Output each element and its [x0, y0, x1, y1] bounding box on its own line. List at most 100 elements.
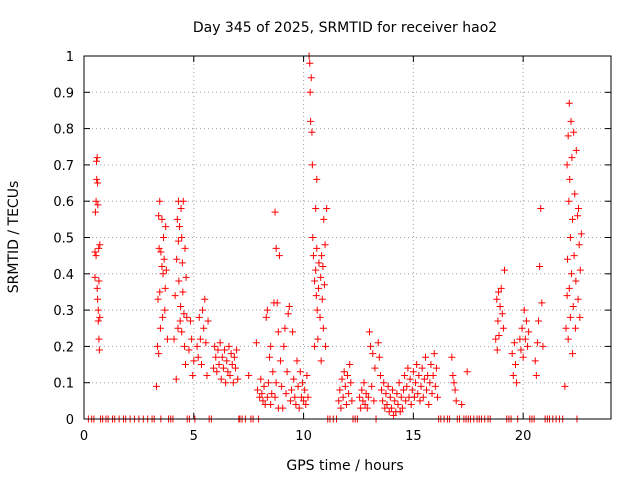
data-point: [160, 255, 168, 263]
data-point: [524, 342, 532, 350]
data-point: [340, 368, 348, 376]
data-point: [306, 59, 314, 67]
data-point: [162, 266, 170, 274]
data-point: [410, 393, 418, 401]
data-point: [158, 263, 166, 271]
data-point: [289, 328, 297, 336]
data-point: [519, 353, 527, 361]
data-point: [95, 244, 103, 252]
data-point: [379, 397, 387, 405]
data-point: [575, 204, 583, 212]
data-point: [561, 382, 569, 390]
data-point: [155, 212, 163, 220]
data-point: [263, 393, 271, 401]
data-point: [520, 306, 528, 314]
data-point: [280, 342, 288, 350]
data-point: [342, 400, 350, 408]
data-point: [272, 379, 280, 387]
data-point: [186, 317, 194, 325]
data-point: [197, 361, 205, 369]
data-point: [199, 306, 207, 314]
data-point: [290, 375, 298, 383]
data-point: [335, 397, 343, 405]
data-point: [419, 393, 427, 401]
data-point: [211, 342, 219, 350]
data-point: [565, 197, 573, 205]
data-point: [346, 361, 354, 369]
data-point: [416, 397, 424, 405]
data-point: [232, 364, 240, 372]
data-point: [566, 175, 574, 183]
data-point: [212, 353, 220, 361]
data-point: [567, 117, 575, 125]
data-point: [367, 342, 375, 350]
data-point: [380, 379, 388, 387]
data-point: [228, 361, 236, 369]
data-point: [336, 386, 344, 394]
data-point: [569, 215, 577, 223]
data-point: [376, 371, 384, 379]
data-point: [271, 208, 279, 216]
data-point: [195, 313, 203, 321]
data-point: [449, 371, 457, 379]
data-point: [387, 404, 395, 412]
data-point: [421, 353, 429, 361]
data-point: [345, 390, 353, 398]
data-point: [574, 295, 582, 303]
data-point: [394, 400, 402, 408]
data-point: [370, 397, 378, 405]
data-point: [451, 386, 459, 394]
data-point: [321, 241, 329, 249]
data-point: [458, 400, 466, 408]
data-point: [360, 379, 368, 387]
data-point: [413, 361, 421, 369]
data-point: [161, 284, 169, 292]
data-point: [269, 368, 277, 376]
data-point: [386, 393, 394, 401]
data-point: [427, 361, 435, 369]
data-point: [274, 328, 282, 336]
data-point: [323, 204, 331, 212]
data-point: [303, 371, 311, 379]
data-point: [369, 350, 377, 358]
data-point: [562, 324, 570, 332]
data-point: [497, 284, 505, 292]
data-point: [178, 328, 186, 336]
data-point: [162, 223, 170, 231]
data-point: [253, 386, 261, 394]
data-point: [316, 313, 324, 321]
data-point: [429, 371, 437, 379]
data-point: [194, 353, 202, 361]
data-point: [277, 357, 285, 365]
x-tick-label: 0: [80, 429, 88, 444]
data-point: [95, 346, 103, 354]
data-point: [174, 237, 182, 245]
data-point: [229, 379, 237, 387]
data-point: [398, 404, 406, 412]
data-point: [426, 379, 434, 387]
data-point: [499, 324, 507, 332]
data-point: [566, 234, 574, 241]
data-point: [393, 390, 401, 398]
data-point: [318, 252, 326, 260]
data-point: [200, 324, 208, 332]
data-point: [219, 364, 227, 372]
data-point: [570, 252, 578, 260]
data-point: [359, 397, 367, 405]
data-point: [521, 335, 529, 343]
data-point: [302, 400, 310, 408]
data-point: [272, 244, 280, 252]
data-point: [568, 154, 576, 162]
data-point: [230, 353, 238, 361]
data-point: [177, 204, 185, 212]
data-point: [294, 382, 302, 390]
data-point: [563, 292, 571, 300]
data-point: [182, 273, 190, 281]
data-point: [348, 397, 356, 405]
data-point: [256, 393, 264, 401]
data-point: [225, 342, 233, 350]
data-point: [275, 252, 283, 260]
data-point: [517, 346, 525, 354]
data-point: [493, 346, 501, 354]
data-point: [508, 350, 516, 358]
